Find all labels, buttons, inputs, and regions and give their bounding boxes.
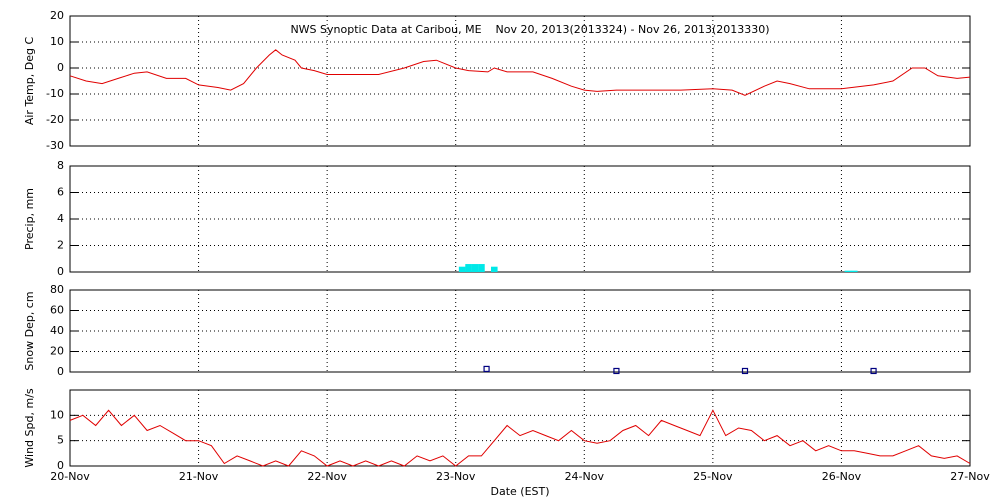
y-tick-label: 0: [57, 459, 64, 472]
y-tick-label: 0: [57, 61, 64, 74]
point: [870, 367, 877, 375]
y-tick-label: 5: [57, 434, 64, 447]
chart-title: NWS Synoptic Data at Caribou, ME Nov 20,…: [290, 23, 769, 36]
y-tick-label: -30: [46, 139, 64, 152]
bar: [850, 270, 858, 272]
y-tick-label: 20: [50, 345, 64, 358]
x-tick-label: 24-Nov: [565, 470, 605, 483]
y-tick-label: 0: [57, 365, 64, 378]
x-tick-label: 21-Nov: [179, 470, 219, 483]
y-axis-label: Wind Spd, m/s: [23, 388, 36, 468]
y-tick-label: -20: [46, 113, 64, 126]
x-tick-label: 22-Nov: [307, 470, 347, 483]
y-tick-label: 80: [50, 283, 64, 296]
line: [69, 409, 971, 467]
x-tick-label: 20-Nov: [50, 470, 90, 483]
y-tick-label: -10: [46, 87, 64, 100]
x-tick-label: 26-Nov: [822, 470, 862, 483]
plot-frame: [69, 389, 971, 467]
point: [483, 365, 490, 373]
x-tick-label: 25-Nov: [693, 470, 733, 483]
bar: [490, 266, 498, 272]
bar: [458, 266, 466, 272]
y-tick-label: 60: [50, 304, 64, 317]
x-tick-label: 27-Nov: [950, 470, 990, 483]
y-axis-label: Air Temp, Deg C: [23, 37, 36, 126]
y-tick-label: 10: [50, 408, 64, 421]
y-axis-label: Precip, mm: [23, 188, 36, 250]
y-tick-label: 20: [50, 9, 64, 22]
y-axis-label: Snow Dep, cm: [23, 291, 36, 370]
y-tick-label: 10: [50, 35, 64, 48]
bar: [844, 270, 852, 272]
y-tick-label: 8: [57, 159, 64, 172]
bar: [478, 264, 485, 272]
y-tick-label: 6: [57, 186, 64, 199]
x-axis-label: Date (EST): [490, 485, 549, 498]
point: [613, 367, 620, 375]
y-tick-label: 40: [50, 324, 64, 337]
x-tick-label: 23-Nov: [436, 470, 476, 483]
y-tick-label: 2: [57, 239, 64, 252]
bar: [471, 264, 479, 272]
y-tick-label: 0: [57, 265, 64, 278]
y-tick-label: 4: [57, 212, 64, 225]
bar: [465, 264, 472, 272]
point: [741, 367, 749, 375]
line: [69, 49, 971, 96]
